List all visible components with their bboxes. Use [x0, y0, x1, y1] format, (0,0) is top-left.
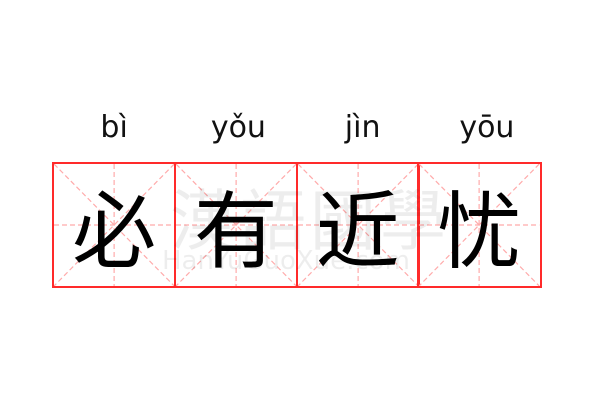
pinyin-1: bì	[100, 110, 128, 145]
guide-line	[419, 164, 539, 286]
character-grid: 必 有 近 忧	[52, 162, 549, 288]
guide-lines	[54, 164, 174, 286]
guide-line	[54, 164, 174, 286]
guide-line	[298, 164, 418, 286]
guide-lines	[419, 164, 539, 286]
pinyin-4: yōu	[459, 110, 515, 145]
grid-cell: 忧	[417, 162, 542, 288]
character-4: 忧	[437, 182, 522, 281]
grid-cell: 必	[52, 162, 177, 288]
pinyin-2: yǒu	[210, 110, 266, 145]
character-1: 必	[72, 182, 157, 281]
guide-line	[419, 164, 539, 286]
guide-lines	[298, 164, 418, 286]
pinyin-row: bì yǒu jìn yōu	[52, 108, 549, 148]
guide-lines	[176, 164, 296, 286]
guide-line	[54, 164, 174, 286]
guide-line	[298, 164, 418, 286]
guide-line	[176, 164, 296, 286]
grid-cell: 有	[173, 162, 298, 288]
character-2: 有	[193, 182, 278, 281]
guide-line	[176, 164, 296, 286]
pinyin-3: jìn	[344, 110, 381, 145]
character-3: 近	[315, 182, 400, 281]
grid-cell: 近	[295, 162, 420, 288]
